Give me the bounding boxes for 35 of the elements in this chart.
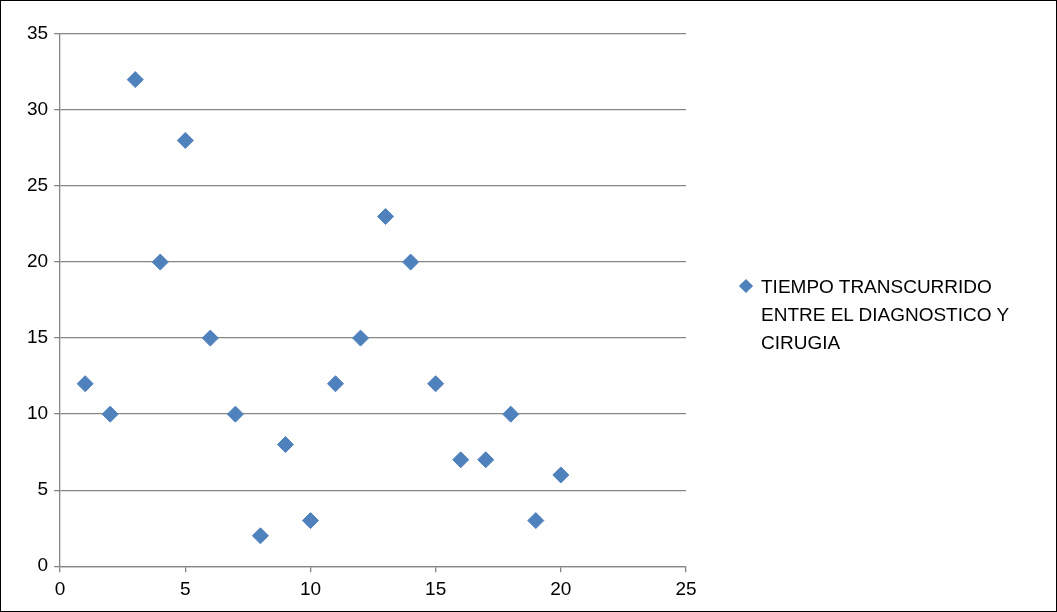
point [377, 207, 395, 225]
point [477, 451, 495, 469]
x-tick-label: 0 [54, 577, 66, 599]
legend-label: TIEMPO TRANSCURRIDO ENTRE EL DIAGNOSTICO Y CIRUGIA [760, 275, 1010, 355]
y-tick-label: 5 [37, 478, 49, 500]
point [452, 451, 470, 469]
y-tick-label: 15 [26, 326, 49, 348]
point [101, 405, 119, 423]
point [327, 375, 345, 393]
point [226, 405, 244, 423]
y-tick-label: 30 [26, 98, 49, 120]
y-tick-label: 10 [26, 402, 49, 424]
point [402, 253, 420, 271]
point [126, 71, 144, 89]
y-tick-label: 25 [26, 174, 49, 196]
point [176, 131, 194, 149]
y-tick-label: 0 [37, 554, 49, 576]
x-tick-label: 15 [425, 577, 447, 599]
y-tick-label: 20 [26, 250, 49, 272]
x-tick-label: 20 [550, 577, 572, 599]
point [76, 375, 94, 393]
x-tick-label: 25 [675, 577, 697, 599]
y-tick-label: 35 [26, 22, 49, 44]
point [352, 329, 370, 347]
point [251, 527, 269, 545]
point [301, 512, 319, 530]
point [552, 466, 570, 484]
point [151, 253, 169, 271]
point [201, 329, 219, 347]
x-tick-label: 10 [299, 577, 322, 599]
point [527, 512, 545, 530]
point [427, 375, 445, 393]
point [276, 436, 294, 454]
x-tick-label: 5 [180, 577, 191, 599]
point [502, 405, 520, 423]
